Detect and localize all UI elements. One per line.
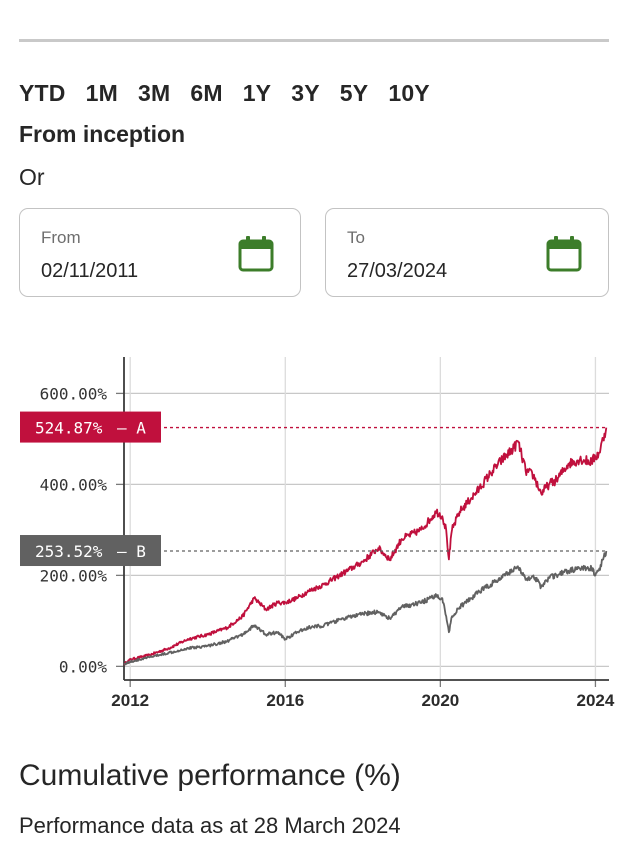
series-name-label: – A — [117, 419, 146, 438]
section-title: Cumulative performance (%) — [19, 759, 401, 792]
calendar-icon[interactable] — [546, 236, 582, 272]
to-date-value: 27/03/2024 — [347, 260, 448, 282]
x-tick-label: 2024 — [577, 691, 615, 710]
section-subtitle: Performance data as at 28 March 2024 — [19, 813, 401, 838]
or-label: Or — [19, 164, 45, 190]
chart-end-labels: 524.87% – A 253.52% – B — [20, 411, 607, 567]
y-tick-label: 400.00% — [40, 475, 108, 494]
top-divider — [19, 39, 609, 42]
period-ytd[interactable]: YTD — [19, 80, 66, 106]
from-date-value: 02/11/2011 — [41, 260, 139, 282]
series-name-label: – B — [117, 542, 146, 561]
period-3m[interactable]: 3M — [137, 80, 171, 106]
series-line-a — [123, 427, 608, 666]
y-tick-label: 0.00% — [59, 657, 108, 676]
calendar-icon[interactable] — [238, 236, 274, 272]
chart-grid — [124, 357, 609, 680]
chart-axes: 0.00% 200.00% 400.00% 600.00% 2012 2016 2020 20… — [40, 357, 615, 710]
period-1y[interactable]: 1Y — [242, 80, 272, 106]
from-date-label: From — [41, 228, 81, 247]
period-5y[interactable]: 5Y — [339, 80, 369, 106]
from-inception-option[interactable]: From inception — [19, 121, 186, 147]
to-date-field[interactable]: To 27/03/2024 — [325, 208, 609, 297]
period-3y[interactable]: 3Y — [291, 80, 320, 106]
y-tick-label: 200.00% — [40, 566, 108, 585]
end-value-label: 524.87% — [35, 419, 103, 438]
y-tick-label: 600.00% — [40, 384, 108, 403]
end-value-box — [20, 411, 161, 443]
from-date-field[interactable]: From 02/11/2011 — [19, 208, 301, 297]
to-date-label: To — [347, 228, 365, 247]
performance-chart: 0.00% 200.00% 400.00% 600.00% 2012 2016 2020 20… — [20, 357, 615, 710]
period-6m[interactable]: 6M — [190, 80, 223, 106]
period-1m[interactable]: 1M — [85, 80, 118, 106]
x-tick-label: 2012 — [111, 691, 149, 710]
period-10y[interactable]: 10Y — [388, 80, 430, 106]
chart-series — [123, 427, 608, 666]
series-line-b — [123, 550, 608, 666]
x-tick-label: 2016 — [266, 691, 304, 710]
period-selector: YTD 1M 3M 6M 1Y 3Y 5Y 10Y — [19, 80, 450, 107]
end-value-label: 253.52% — [35, 542, 103, 561]
x-tick-label: 2020 — [421, 691, 459, 710]
end-value-box — [20, 535, 161, 567]
